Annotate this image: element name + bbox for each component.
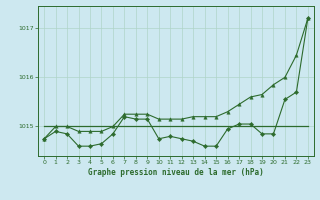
X-axis label: Graphe pression niveau de la mer (hPa): Graphe pression niveau de la mer (hPa)	[88, 168, 264, 177]
